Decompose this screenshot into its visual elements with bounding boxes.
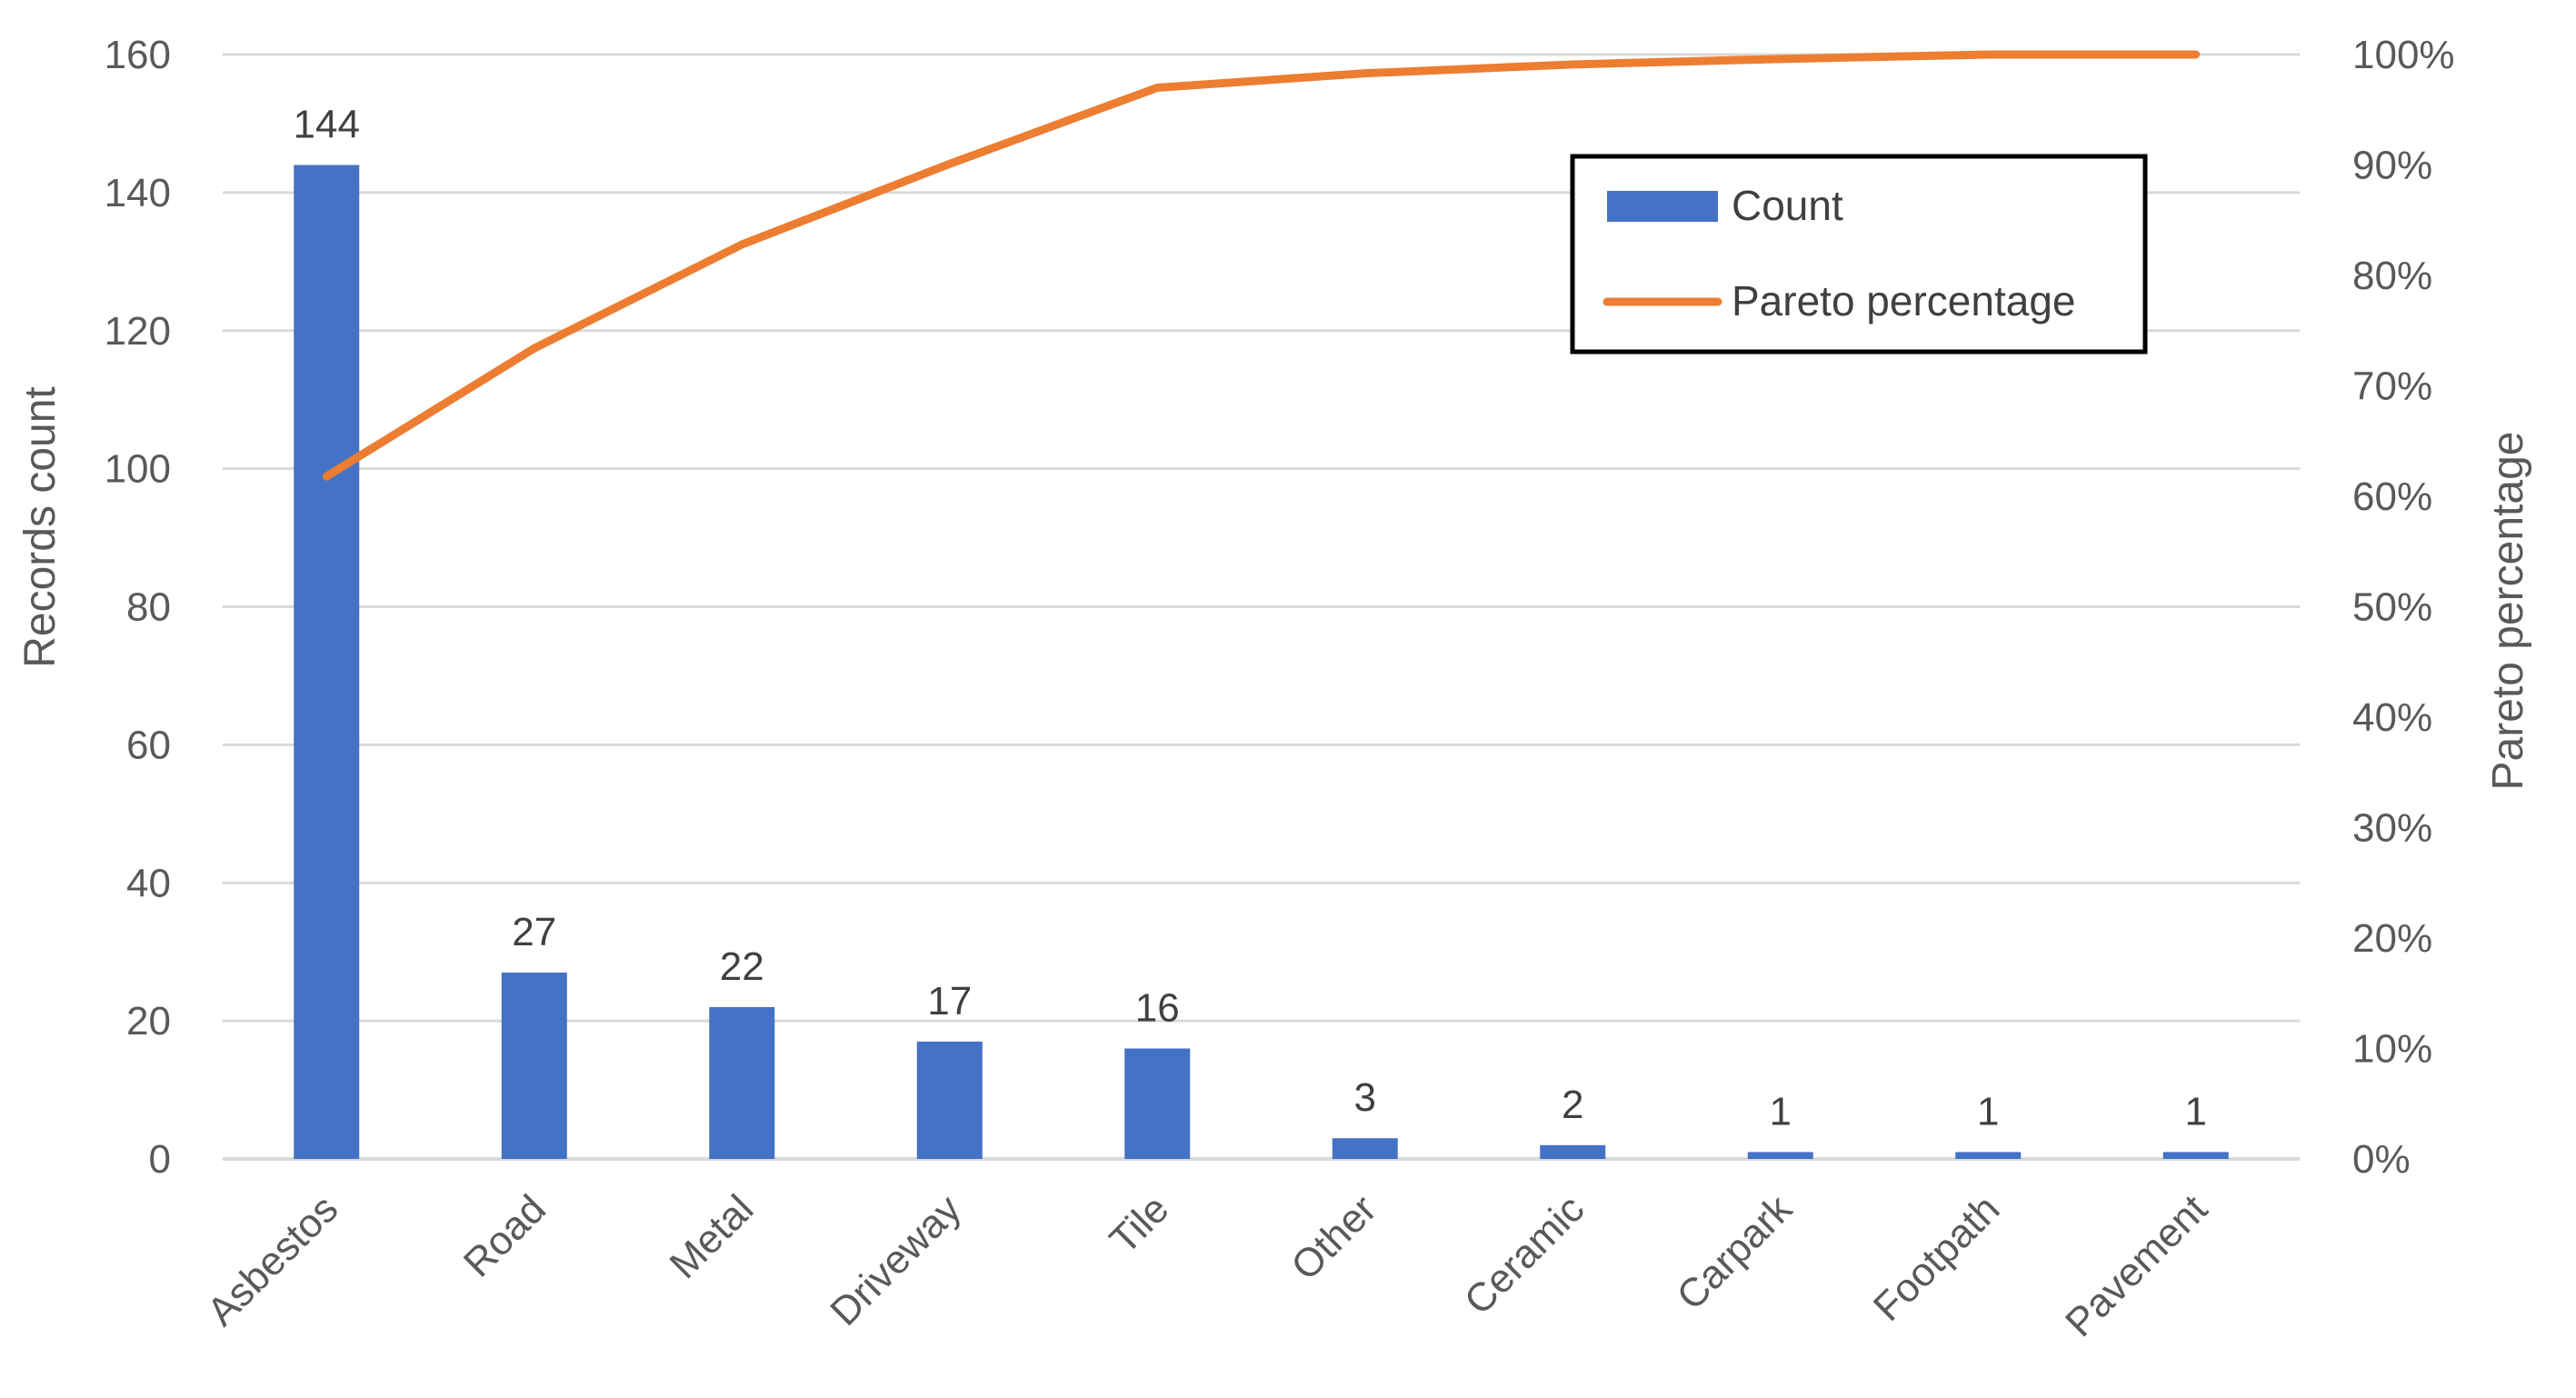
y-tick-label: 140 — [105, 171, 171, 215]
y2-tick-label: 10% — [2352, 1027, 2432, 1072]
pareto-line — [322, 50, 2201, 481]
bar-footpath — [1955, 1152, 2022, 1159]
y2-tick-label: 60% — [2352, 474, 2432, 519]
bar-driveway — [916, 1041, 983, 1159]
x-tick-label-road: Road — [455, 1186, 554, 1285]
data-label-road: 27 — [512, 910, 556, 954]
data-label-other: 3 — [1354, 1075, 1376, 1120]
bar-tile — [1124, 1048, 1191, 1159]
right-axis-ticks: 0% 10% 20% 30% 40% 50% 60% 70% 80% 90% 100% — [2352, 33, 2455, 1182]
y-tick-label: 40 — [126, 861, 171, 905]
y-tick-label: 160 — [105, 33, 171, 77]
legend: Count Pareto percentage — [1570, 154, 2148, 354]
data-label-tile: 16 — [1135, 986, 1180, 1031]
y-tick-label: 20 — [126, 999, 171, 1044]
data-label-asbestos: 144 — [294, 103, 360, 147]
bar-pavement — [2162, 1152, 2229, 1159]
data-label-footpath: 1 — [1977, 1089, 1999, 1133]
y2-tick-label: 80% — [2352, 254, 2432, 298]
y-tick-label: 120 — [105, 309, 171, 354]
y-axis-title: Records count — [16, 386, 65, 668]
y2-tick-label: 70% — [2352, 364, 2432, 409]
x-tick-label-footpath: Footpath — [1865, 1186, 2008, 1329]
x-tick-label-carpark: Carpark — [1669, 1186, 1802, 1319]
data-label-carpark: 1 — [1770, 1089, 1792, 1133]
legend-label-count: Count — [1732, 182, 1843, 229]
x-axis-ticks: Asbestos Road Metal Driveway Tile Other Cerami… — [199, 1186, 2216, 1345]
x-tick-label-other: Other — [1283, 1186, 1384, 1288]
x-tick-label-metal: Metal — [662, 1186, 763, 1287]
y-tick-label: 80 — [126, 585, 171, 630]
bar-asbestos — [294, 165, 360, 1159]
y2-axis-title: Pareto percentage — [2484, 432, 2532, 791]
y2-tick-label: 50% — [2352, 585, 2432, 630]
bar-road — [501, 972, 567, 1159]
x-tick-label-ceramic: Ceramic — [1456, 1186, 1593, 1323]
y2-tick-label: 40% — [2352, 695, 2432, 740]
y2-tick-label: 90% — [2352, 144, 2432, 188]
bar-carpark — [1747, 1152, 1813, 1159]
data-labels: 144 27 22 17 16 3 2 1 1 1 — [294, 103, 2207, 1134]
bar-other — [1332, 1138, 1398, 1159]
bar-series — [294, 165, 2229, 1159]
y-tick-label: 60 — [126, 723, 171, 767]
y2-tick-label: 100% — [2352, 33, 2455, 77]
left-axis-ticks: 0 20 40 60 80 100 120 140 160 — [105, 33, 171, 1182]
x-tick-label-asbestos: Asbestos — [199, 1186, 347, 1334]
bar-metal — [709, 1006, 775, 1159]
x-tick-label-pavement: Pavement — [2057, 1186, 2216, 1345]
y-tick-label: 100 — [105, 447, 171, 492]
x-tick-label-driveway: Driveway — [822, 1186, 970, 1334]
line-series — [322, 50, 2201, 481]
data-label-metal: 22 — [720, 944, 764, 989]
data-label-pavement: 1 — [2185, 1089, 2207, 1133]
legend-frame — [1570, 154, 2148, 354]
y2-tick-label: 0% — [2352, 1137, 2411, 1182]
data-label-driveway: 17 — [927, 979, 972, 1024]
x-tick-label-tile: Tile — [1102, 1186, 1178, 1263]
y2-tick-label: 20% — [2352, 916, 2432, 961]
legend-label-pareto: Pareto percentage — [1732, 277, 2076, 325]
y-tick-label: 0 — [149, 1137, 171, 1182]
legend-swatch-count — [1607, 191, 1718, 222]
data-label-ceramic: 2 — [1562, 1083, 1583, 1127]
bar-ceramic — [1540, 1144, 1606, 1159]
y2-tick-label: 30% — [2352, 806, 2432, 851]
